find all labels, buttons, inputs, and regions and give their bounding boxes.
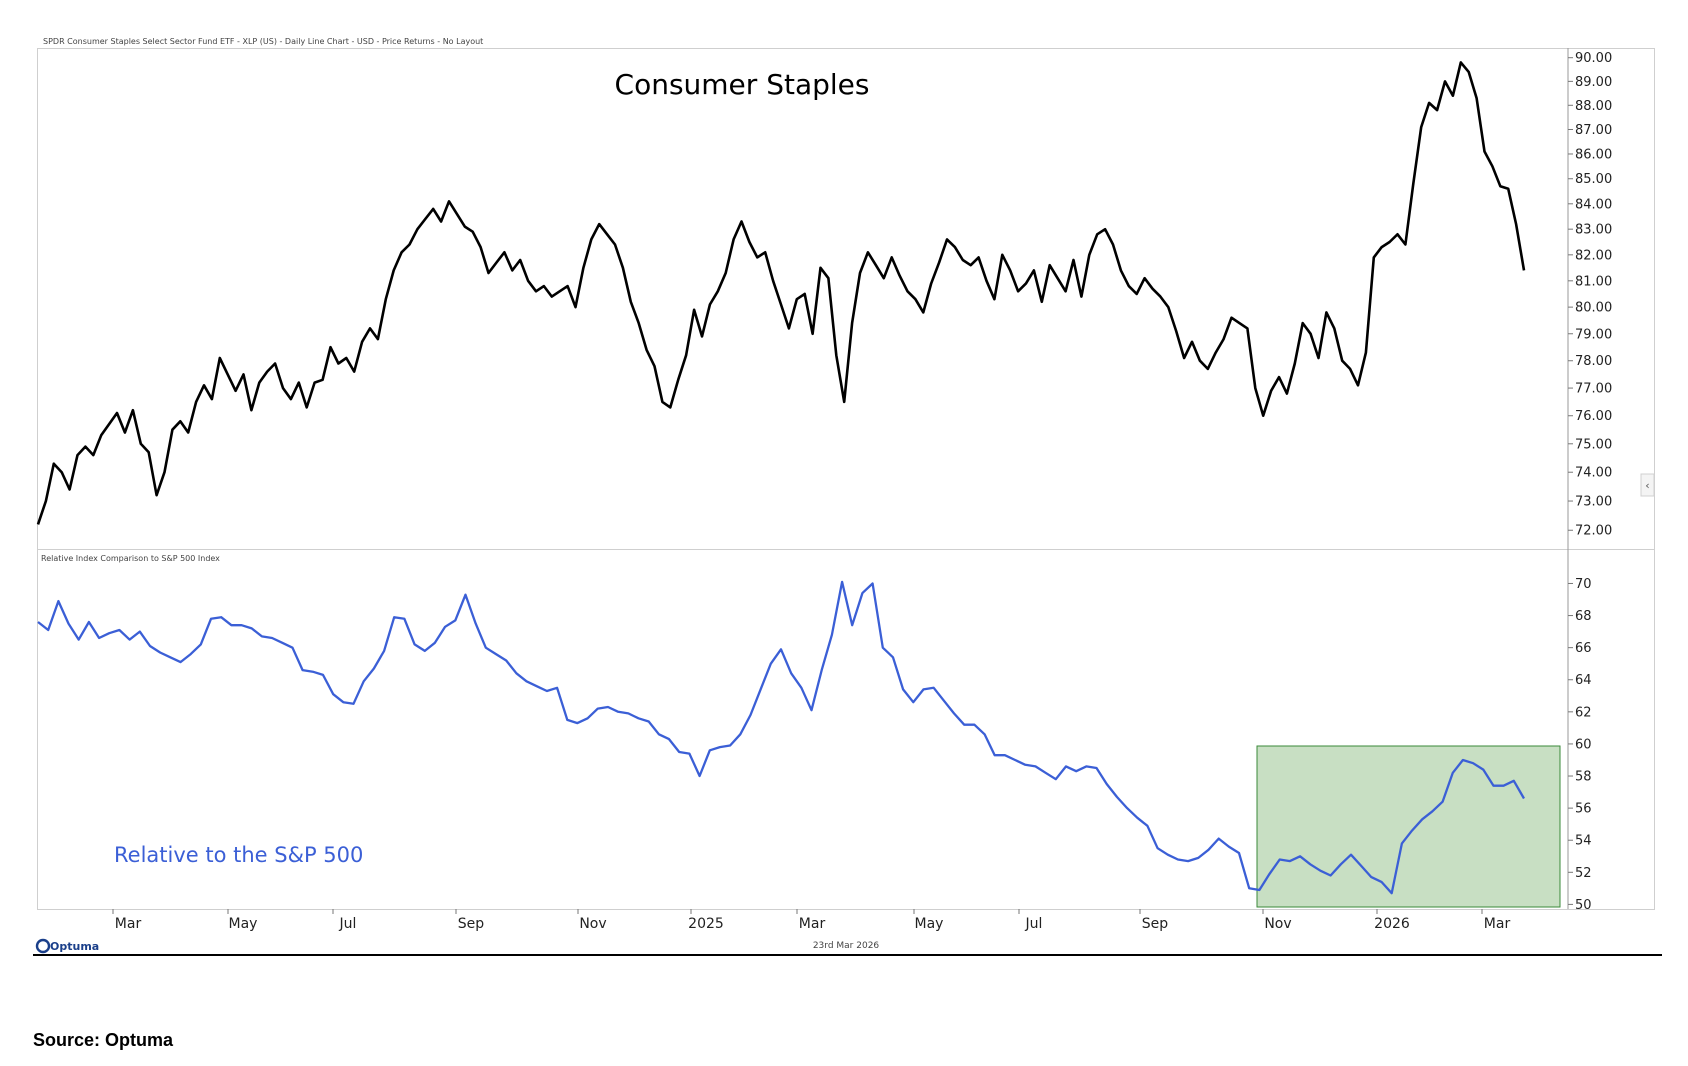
y-tick-label: 79.00 — [1575, 327, 1612, 342]
y-tick-label: 80.00 — [1575, 301, 1612, 316]
x-tick-label: May — [229, 916, 258, 932]
y-tick-label: 70 — [1575, 577, 1592, 592]
relative-line — [37, 580, 1525, 895]
x-tick-label: Mar — [799, 916, 826, 932]
y-tick-label: 75.00 — [1575, 437, 1612, 452]
y-tick-label: 73.00 — [1575, 495, 1612, 510]
y-tick-label: 84.00 — [1575, 197, 1612, 212]
source-caption: Source: Optuma — [33, 1030, 174, 1050]
y-tick-label: 56 — [1575, 802, 1592, 817]
y-tick-label: 83.00 — [1575, 223, 1612, 238]
x-tick-label: Nov — [1264, 916, 1291, 932]
x-tick-label: Sep — [458, 916, 485, 932]
date-stamp: 23rd Mar 2026 — [813, 941, 880, 951]
y-tick-label: 76.00 — [1575, 409, 1612, 424]
upper-panel-frame — [37, 48, 1655, 550]
y-tick-label: 89.00 — [1575, 75, 1612, 90]
y-tick-label: 77.00 — [1575, 382, 1612, 397]
upper-y-ticks: 90.00 89.00 88.00 87.00 86.00 85.00 84.00 83.00… — [1568, 51, 1612, 539]
lower-y-ticks: 70 68 66 64 62 60 58 56 54 52 50 — [1568, 577, 1592, 913]
x-axis-ticks: Mar May Jul Sep Nov 2025 Mar May Jul Sep Nov 2026 Ma… — [112, 909, 1511, 932]
y-tick-label: 54 — [1575, 834, 1592, 849]
relative-annotation: Relative to the S&P 500 — [114, 843, 363, 867]
y-tick-label: 68 — [1575, 609, 1592, 624]
x-tick-label: Mar — [115, 916, 142, 932]
y-tick-label: 86.00 — [1575, 147, 1612, 162]
y-tick-label: 85.00 — [1575, 172, 1612, 187]
optuma-logo-icon — [35, 938, 51, 954]
x-tick-label: Jul — [339, 916, 357, 932]
y-tick-label: 90.00 — [1575, 51, 1612, 66]
chart-header: SPDR Consumer Staples Select Sector Fund… — [43, 37, 483, 46]
x-tick-label: Nov — [579, 916, 606, 932]
chart-title: Consumer Staples — [615, 68, 870, 101]
y-tick-label: 74.00 — [1575, 466, 1612, 481]
y-tick-label: 82.00 — [1575, 248, 1612, 263]
x-tick-label: 2026 — [1374, 916, 1410, 932]
chevron-left-icon: ‹ — [1645, 479, 1649, 492]
y-tick-label: 52 — [1575, 866, 1592, 881]
y-tick-label: 66 — [1575, 641, 1592, 656]
y-tick-label: 60 — [1575, 737, 1592, 752]
lower-panel-header: Relative Index Comparison to S&P 500 Ind… — [41, 554, 220, 563]
y-tick-label: 81.00 — [1575, 274, 1612, 289]
x-tick-label: Mar — [1484, 916, 1511, 932]
y-tick-label: 50 — [1575, 898, 1592, 913]
x-tick-label: May — [915, 916, 944, 932]
price-line — [36, 61, 1526, 525]
y-tick-label: 58 — [1575, 770, 1592, 785]
optuma-logo-text: Optuma — [50, 940, 99, 953]
y-tick-label: 72.00 — [1575, 524, 1612, 539]
y-tick-label: 87.00 — [1575, 123, 1612, 138]
panel-collapse-handle[interactable]: ‹ — [1640, 473, 1655, 497]
x-tick-label: Jul — [1025, 916, 1043, 932]
y-tick-label: 78.00 — [1575, 354, 1612, 369]
y-tick-label: 64 — [1575, 673, 1592, 688]
highlight-box — [1256, 745, 1561, 908]
x-tick-label: Sep — [1142, 916, 1169, 932]
x-tick-label: 2025 — [688, 916, 724, 932]
y-tick-label: 62 — [1575, 705, 1592, 720]
optuma-logo: Optuma — [35, 938, 99, 954]
y-tick-label: 88.00 — [1575, 99, 1612, 114]
